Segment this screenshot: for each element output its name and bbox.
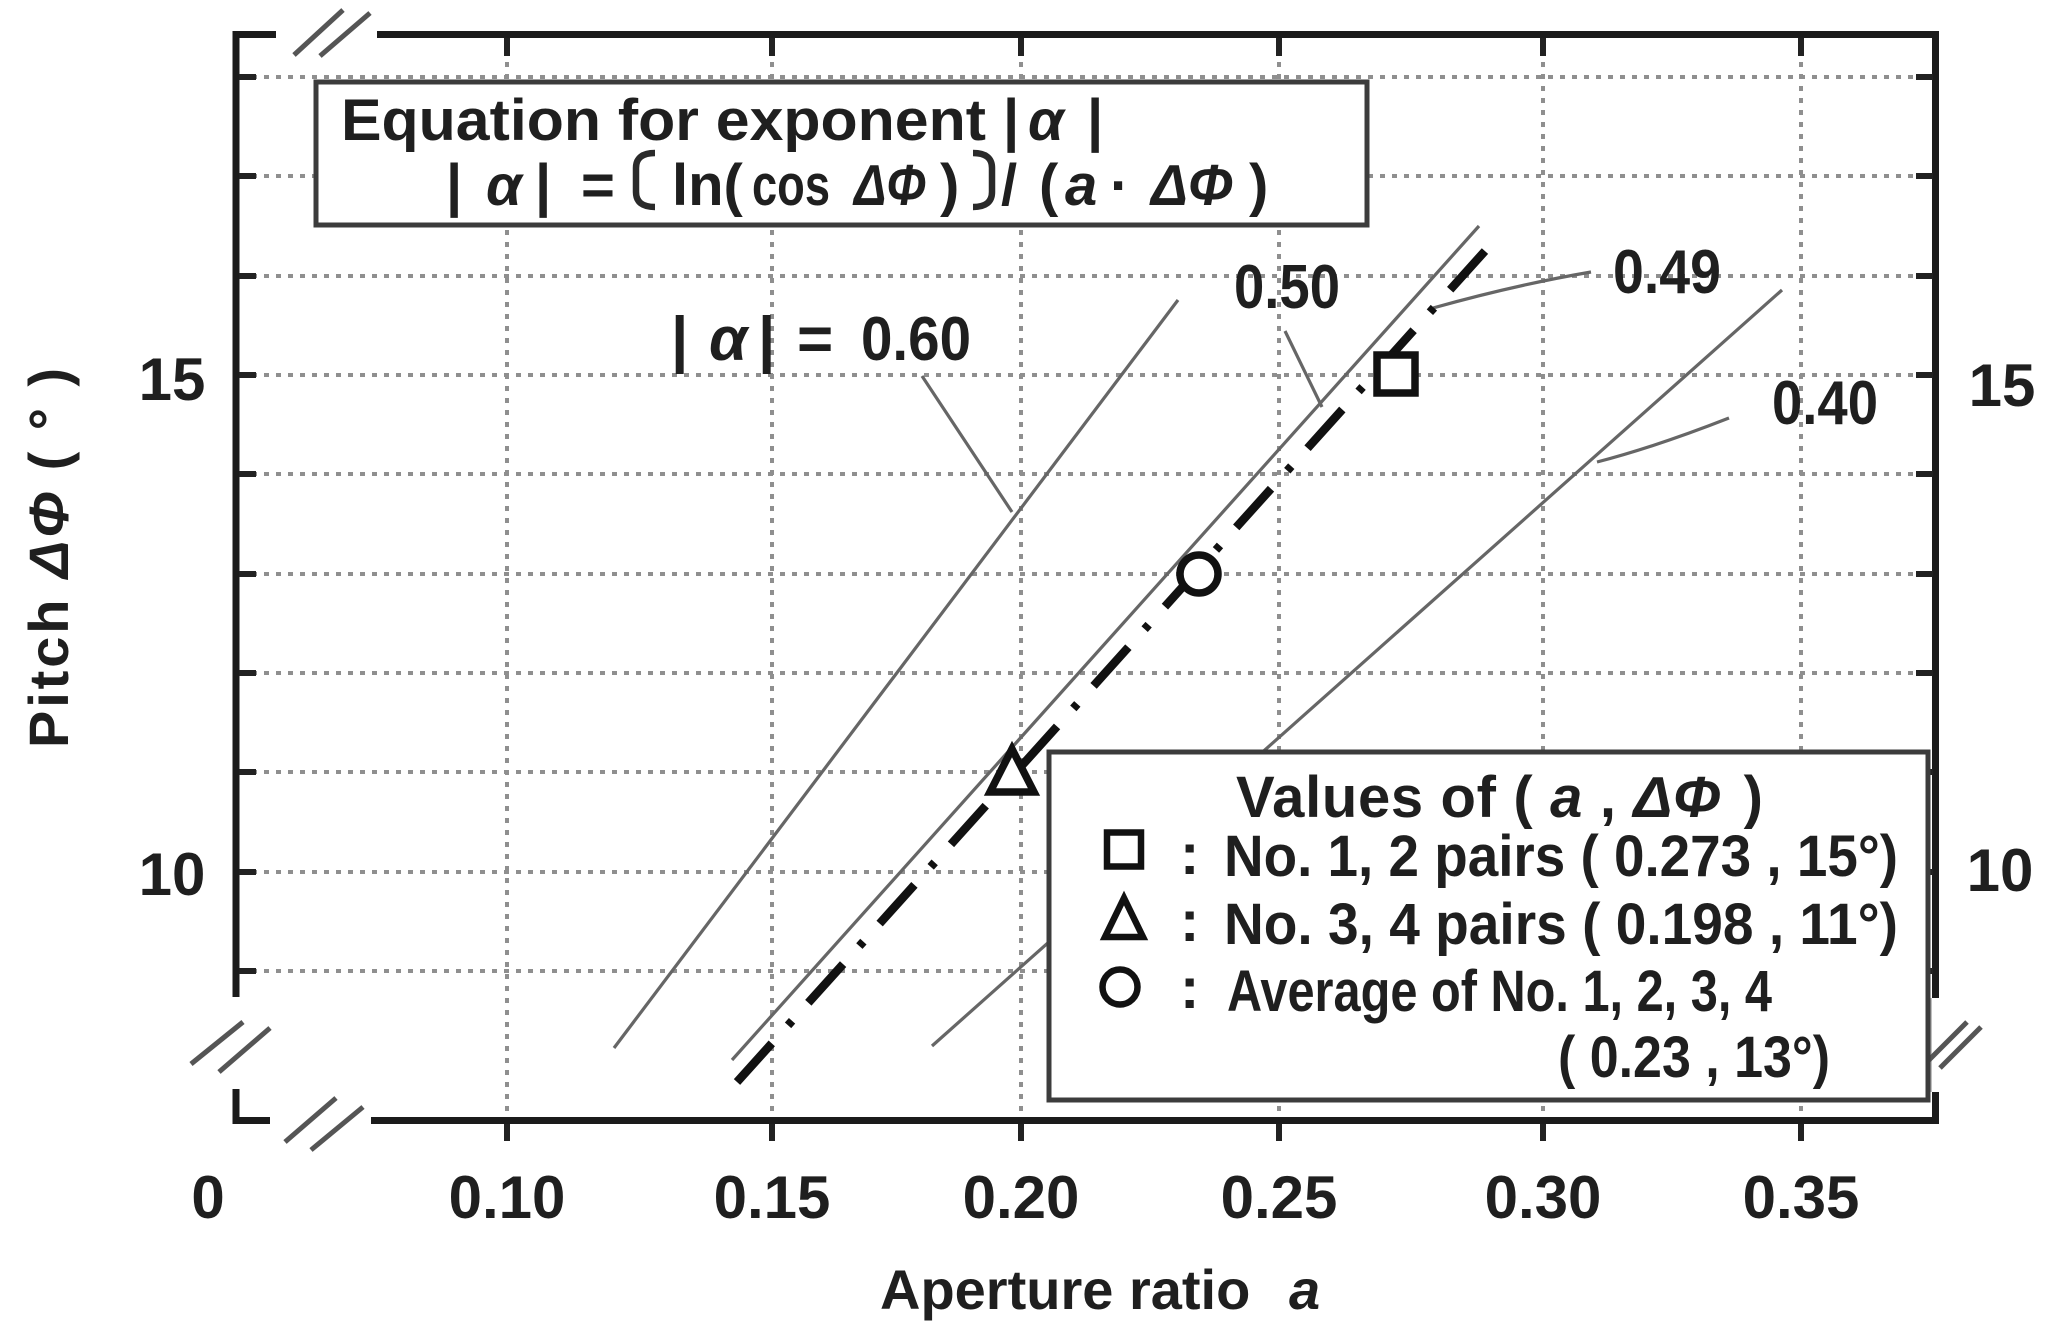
svg-text:α: α (486, 153, 524, 218)
svg-text:(: ( (1039, 153, 1059, 218)
svg-text:10: 10 (1967, 837, 2034, 904)
svg-text:|: | (1003, 88, 1019, 153)
svg-text:·: · (1110, 153, 1129, 218)
svg-text:Average of No. 1, 2, 3, 4: Average of No. 1, 2, 3, 4 (1227, 959, 1772, 1024)
svg-text:0.10: 0.10 (449, 1164, 566, 1231)
svg-text:0.30: 0.30 (1485, 1164, 1602, 1231)
svg-text:a: a (1289, 1258, 1320, 1321)
svg-text:α: α (1028, 88, 1066, 153)
svg-text:0.60: 0.60 (861, 305, 971, 374)
svg-text:): ) (940, 153, 959, 218)
svg-text:ΔΦ: ΔΦ (852, 153, 926, 218)
svg-text:0.20: 0.20 (963, 1164, 1080, 1231)
svg-text:0.40: 0.40 (1772, 369, 1878, 438)
svg-text:/: / (1001, 153, 1017, 218)
svg-text:|: | (671, 305, 688, 375)
svg-text:No. 1, 2 pairs ( 0.273 , 15°): No. 1, 2 pairs ( 0.273 , 15°) (1224, 824, 1898, 889)
svg-text:0.49: 0.49 (1613, 238, 1721, 307)
svg-text:0.50: 0.50 (1234, 253, 1340, 322)
svg-text:0.35: 0.35 (1743, 1164, 1860, 1231)
svg-text:|: | (446, 153, 462, 218)
svg-text:ln(: ln( (672, 153, 744, 218)
svg-text:ΔΦ: ΔΦ (1149, 153, 1233, 218)
svg-text::: : (1180, 822, 1199, 887)
svg-text:0.25: 0.25 (1221, 1164, 1338, 1231)
svg-text:cos: cos (752, 153, 830, 218)
svg-text:=: = (581, 153, 615, 218)
svg-text:Values of ( a , ΔΦ ): Values of ( a , ΔΦ ) (1236, 765, 1763, 830)
svg-text:0.15: 0.15 (714, 1164, 831, 1231)
svg-text:15: 15 (139, 346, 206, 413)
svg-text:|: | (535, 153, 551, 218)
svg-text:10: 10 (139, 841, 206, 908)
svg-text:Equation for exponent: Equation for exponent (341, 88, 986, 153)
svg-text:a: a (1065, 153, 1097, 218)
svg-text:|: | (1087, 88, 1103, 153)
svg-text::: : (1180, 889, 1199, 954)
svg-text::: : (1180, 956, 1199, 1021)
svg-text:No. 3, 4 pairs ( 0.198 , 11°): No. 3, 4 pairs ( 0.198 , 11°) (1224, 892, 1898, 957)
svg-text:Aperture ratio: Aperture ratio (880, 1258, 1250, 1321)
svg-text:=: = (797, 305, 833, 374)
svg-text:15: 15 (1969, 352, 2036, 419)
svg-text:0: 0 (191, 1164, 224, 1231)
svg-text:α: α (709, 305, 750, 374)
svg-text:( 0.23 , 13°): ( 0.23 , 13°) (1558, 1025, 1830, 1090)
svg-text:Pitch ΔΦ ( ° ): Pitch ΔΦ ( ° ) (17, 368, 80, 748)
svg-text:): ) (1249, 153, 1268, 218)
svg-text:|: | (758, 305, 775, 375)
